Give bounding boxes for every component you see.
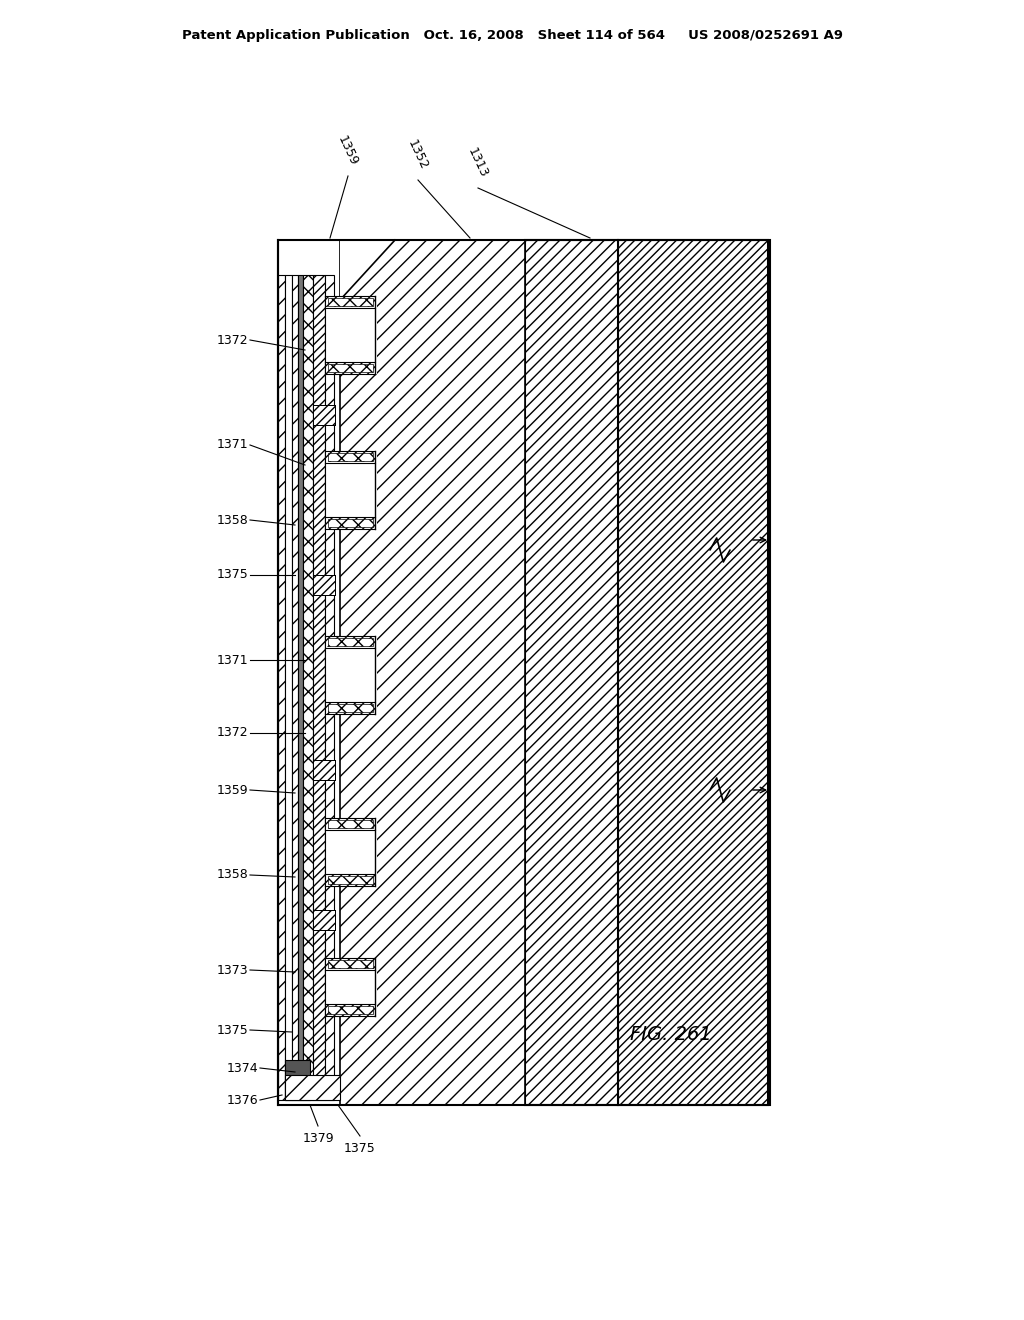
Bar (285, 275, 292, 1100)
Text: 1379: 1379 (302, 1133, 334, 1144)
Polygon shape (340, 240, 395, 300)
Bar (325, 647, 375, 702)
Text: 1375: 1375 (216, 1023, 248, 1036)
Bar (328, 960, 373, 968)
Bar (340, 240, 525, 1105)
Text: FIG. 261: FIG. 261 (630, 1026, 712, 1044)
Bar (325, 275, 334, 1100)
Text: 1376: 1376 (226, 1093, 258, 1106)
Bar (285, 1060, 310, 1100)
Bar (313, 576, 335, 595)
Bar (325, 1005, 375, 1016)
Bar (328, 876, 373, 884)
Bar (328, 638, 373, 645)
Bar (618, 240, 768, 1105)
Bar (325, 636, 377, 714)
Bar (292, 275, 298, 1100)
Bar (325, 829, 375, 874)
Bar (313, 909, 335, 931)
Text: 1372: 1372 (216, 334, 248, 346)
Bar (325, 308, 375, 362)
Bar (298, 275, 303, 1100)
Bar (525, 240, 618, 1105)
Text: 1374: 1374 (226, 1061, 258, 1074)
Bar (325, 958, 377, 1016)
Text: 1358: 1358 (216, 513, 248, 527)
Bar (328, 519, 373, 527)
Bar (325, 296, 377, 374)
Bar (313, 760, 335, 780)
Bar (325, 818, 377, 886)
Bar (325, 874, 375, 886)
Text: 1359: 1359 (336, 133, 360, 168)
Text: 1373: 1373 (216, 964, 248, 977)
Text: 1375: 1375 (344, 1142, 376, 1155)
Bar (325, 517, 375, 529)
Bar (313, 275, 325, 1100)
Text: 1352: 1352 (406, 137, 430, 172)
Text: 1372: 1372 (216, 726, 248, 739)
Bar (325, 702, 375, 714)
Text: 1359: 1359 (216, 784, 248, 796)
Bar (328, 453, 373, 461)
Bar (325, 969, 375, 1005)
Bar (340, 240, 525, 1105)
Bar (328, 298, 373, 306)
Bar (313, 405, 335, 425)
Bar (325, 462, 375, 517)
Bar (278, 275, 285, 1100)
Text: 1375: 1375 (216, 569, 248, 582)
Bar (285, 1074, 340, 1100)
Bar (325, 362, 375, 374)
Text: 1313: 1313 (466, 147, 490, 180)
Bar (328, 704, 373, 711)
Text: 1371: 1371 (216, 653, 248, 667)
Text: 1371: 1371 (216, 438, 248, 451)
Bar (325, 451, 377, 529)
Bar (325, 296, 375, 308)
Text: Patent Application Publication   Oct. 16, 2008   Sheet 114 of 564     US 2008/02: Patent Application Publication Oct. 16, … (181, 29, 843, 41)
Bar (325, 636, 375, 648)
Text: 1358: 1358 (216, 869, 248, 882)
Bar (325, 451, 375, 463)
Bar (303, 275, 313, 1100)
Bar (278, 240, 770, 1105)
Bar (328, 364, 373, 372)
Bar (328, 1006, 373, 1014)
Bar (328, 820, 373, 828)
Bar (325, 958, 375, 970)
Bar (325, 818, 375, 830)
